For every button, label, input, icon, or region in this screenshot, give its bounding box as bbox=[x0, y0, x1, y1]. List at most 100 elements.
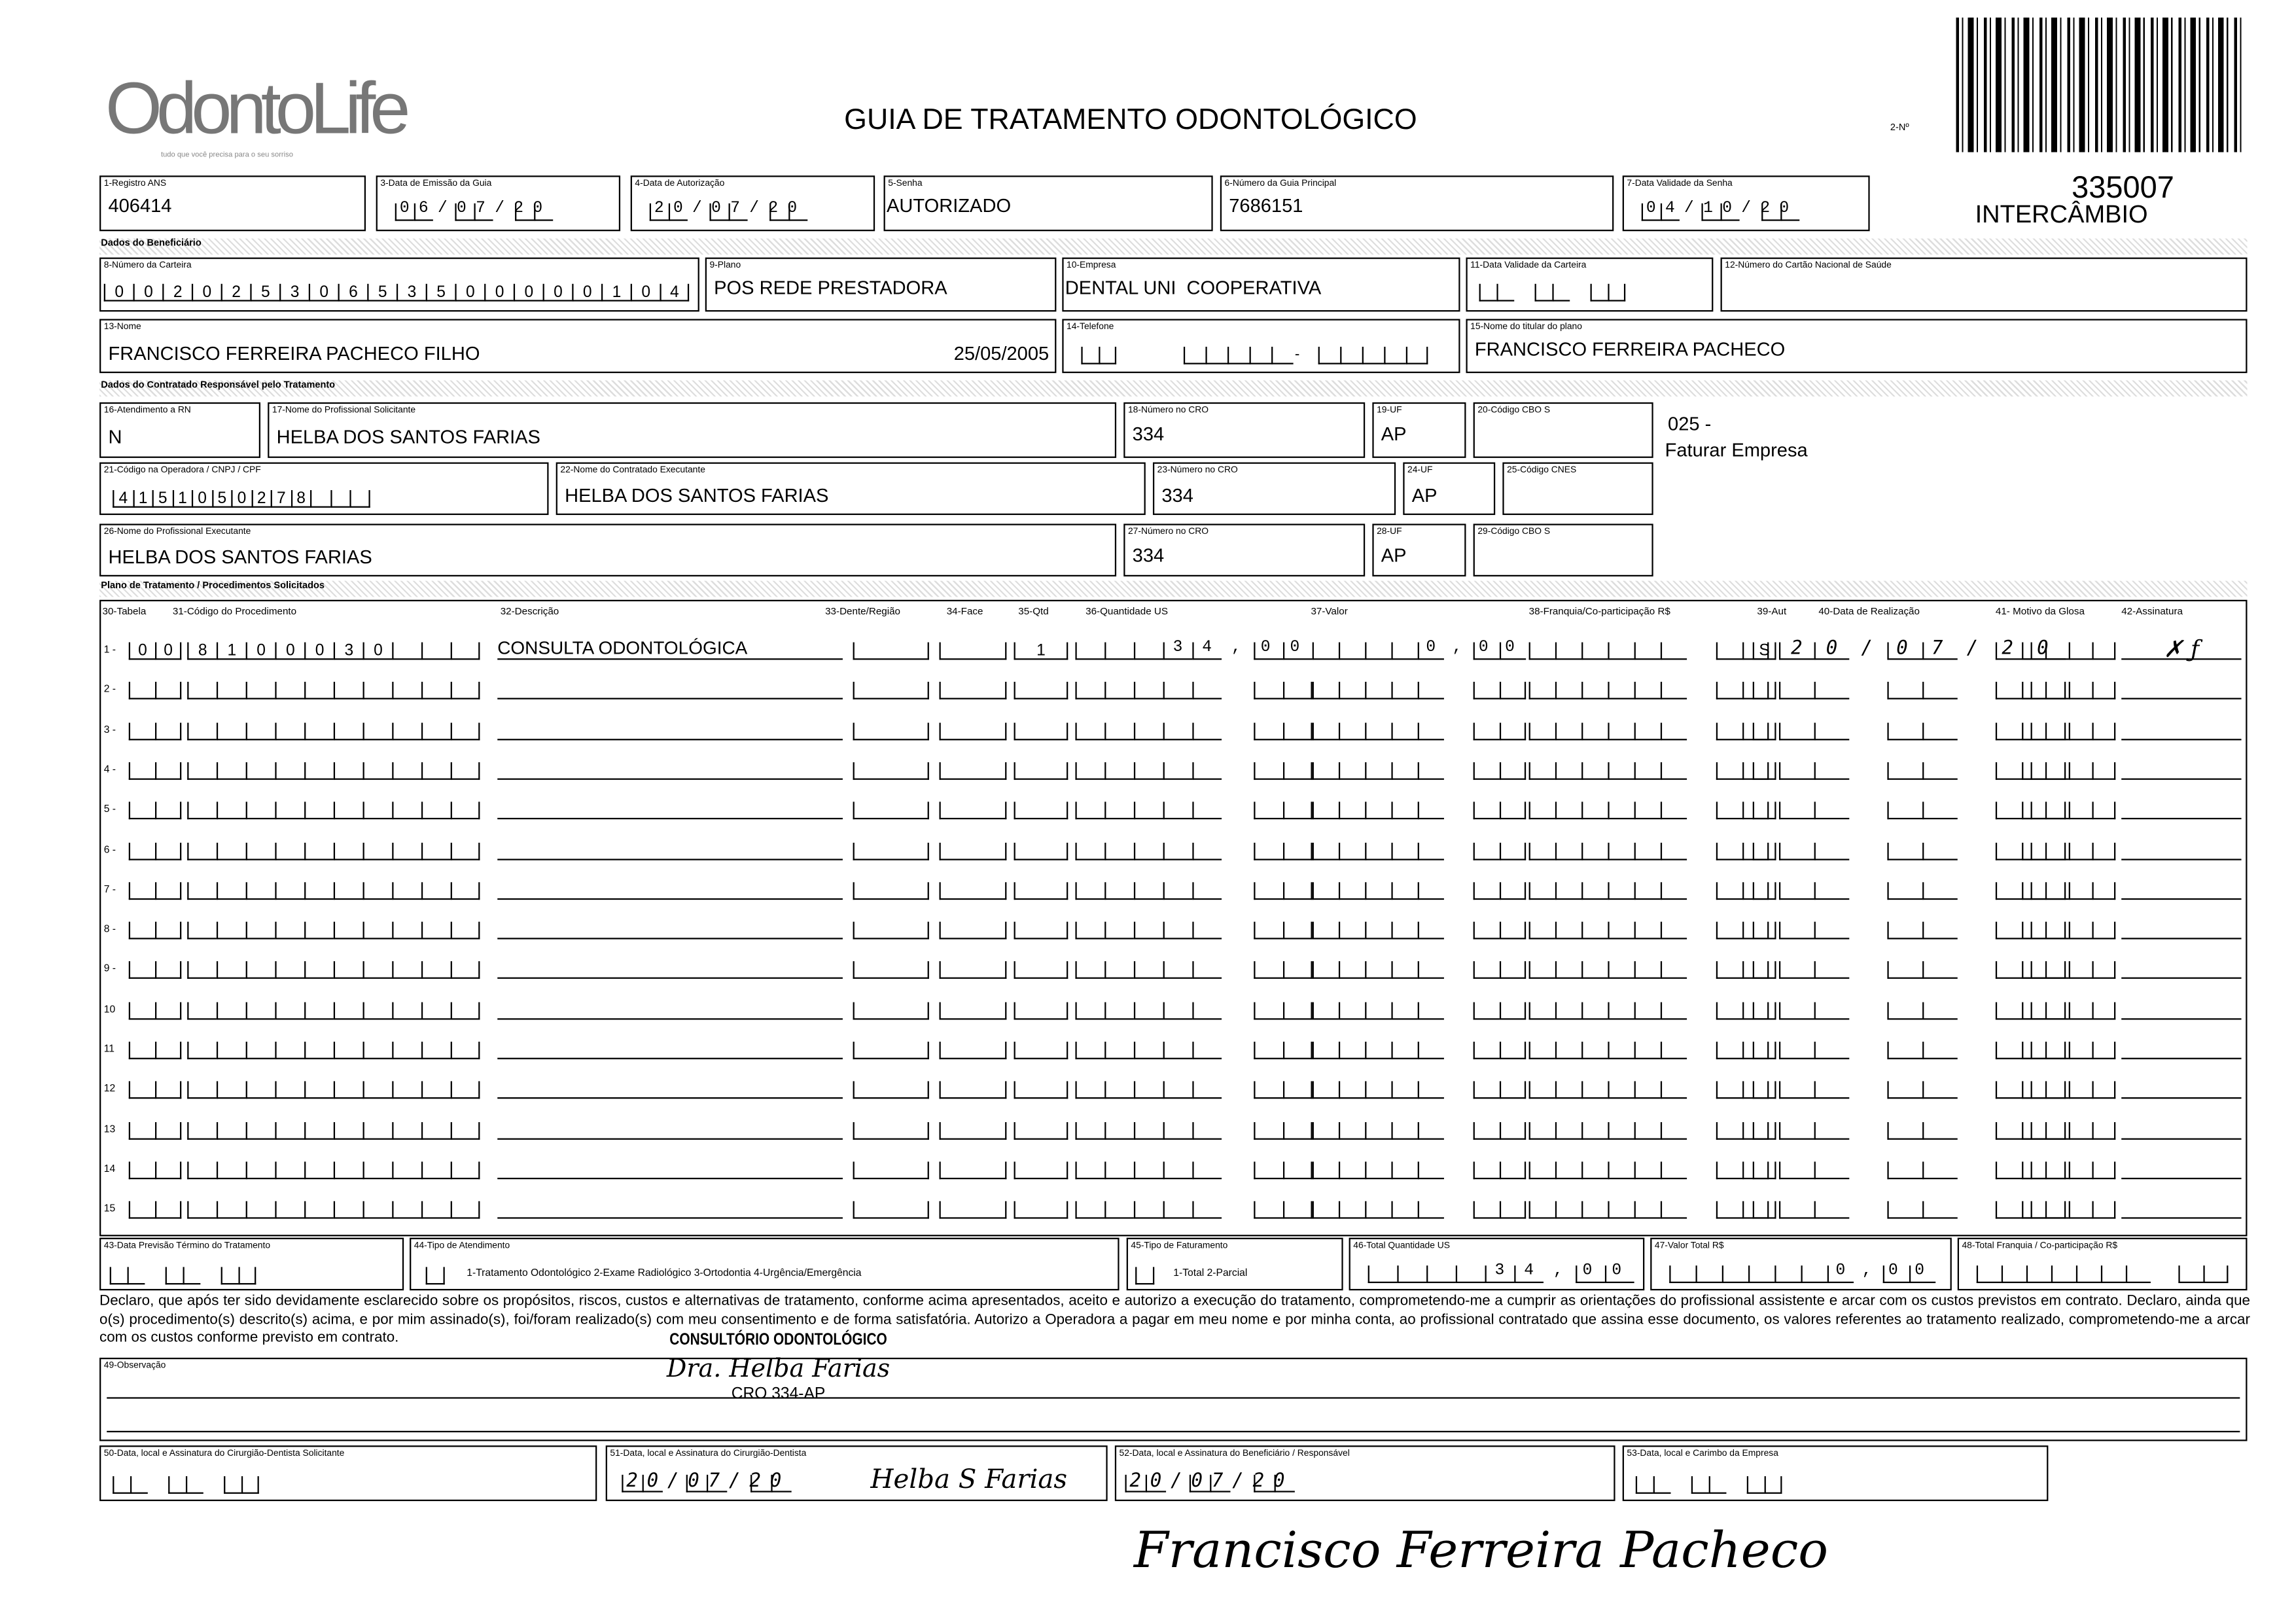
franquia-cells[interactable] bbox=[1528, 679, 1769, 700]
field-plano[interactable]: 9-Plano POS REDE PRESTADORA bbox=[705, 257, 1057, 312]
aut-cells[interactable] bbox=[1752, 679, 1776, 700]
aut-cells[interactable] bbox=[1752, 998, 1776, 1019]
assinatura-field[interactable] bbox=[2121, 1159, 2242, 1179]
descricao-field[interactable] bbox=[497, 1079, 843, 1099]
qtd-us-cells[interactable] bbox=[1075, 1199, 1313, 1220]
aut-cells[interactable] bbox=[1752, 1079, 1776, 1099]
franquia-cells[interactable] bbox=[1528, 839, 1769, 860]
qtd-us-cells[interactable] bbox=[1075, 1079, 1313, 1099]
data-cells[interactable] bbox=[1778, 959, 2066, 980]
descricao-field[interactable]: CONSULTA ODONTOLÓGICA bbox=[497, 639, 843, 660]
qtd-cells[interactable] bbox=[1014, 879, 1068, 900]
descricao-field[interactable] bbox=[497, 759, 843, 780]
dente-cells[interactable] bbox=[853, 759, 929, 780]
motivo-cells[interactable] bbox=[2022, 998, 2116, 1019]
franquia-cells[interactable] bbox=[1528, 1119, 1769, 1139]
dente-cells[interactable] bbox=[853, 1199, 929, 1220]
field-assinatura-solicitante[interactable]: 50-Data, local e Assinatura do Cirurgião… bbox=[99, 1445, 597, 1502]
assinatura-field[interactable] bbox=[2121, 719, 2242, 740]
field-valor-total[interactable]: 47-Valor Total R$ 0,00 bbox=[1650, 1237, 1952, 1291]
assinatura-field[interactable] bbox=[2121, 1079, 2242, 1099]
qtd-cells[interactable] bbox=[1014, 1079, 1068, 1099]
descricao-field[interactable] bbox=[497, 919, 843, 940]
field-data-emissao[interactable]: 3-Data de Emissão da Guia 06/07/20 bbox=[376, 175, 621, 232]
field-contratado-executante[interactable]: 22-Nome do Contratado Executante HELBA D… bbox=[556, 462, 1146, 516]
descricao-field[interactable] bbox=[497, 799, 843, 820]
codigo-cells[interactable] bbox=[187, 1199, 480, 1220]
qtd-cells[interactable] bbox=[1014, 719, 1068, 740]
motivo-cells[interactable] bbox=[2022, 679, 2116, 700]
qtd-us-cells[interactable] bbox=[1075, 998, 1313, 1019]
qtd-cells[interactable] bbox=[1014, 799, 1068, 820]
tabela-cells[interactable] bbox=[128, 879, 182, 900]
qtd-us-cells[interactable]: 34,00 bbox=[1075, 639, 1313, 660]
codigo-cells[interactable] bbox=[187, 719, 480, 740]
dente-cells[interactable] bbox=[853, 1079, 929, 1099]
tabela-cells[interactable] bbox=[128, 799, 182, 820]
valor-cells[interactable] bbox=[1312, 1199, 1526, 1220]
tabela-cells[interactable] bbox=[128, 959, 182, 980]
field-cbo-29[interactable]: 29-Código CBO S bbox=[1473, 523, 1653, 576]
field-atendimento-rn[interactable]: 16-Atendimento a RN N bbox=[99, 402, 261, 458]
qtd-us-cells[interactable] bbox=[1075, 1159, 1313, 1179]
descricao-field[interactable] bbox=[497, 1119, 843, 1139]
field-nome[interactable]: 13-Nome FRANCISCO FERREIRA PACHECO FILHO… bbox=[99, 319, 1057, 374]
valor-cells[interactable] bbox=[1312, 1159, 1526, 1179]
field-carimbo-empresa[interactable]: 53-Data, local e Carimbo da Empresa bbox=[1622, 1445, 2049, 1502]
qtd-cells[interactable] bbox=[1014, 759, 1068, 780]
dente-cells[interactable] bbox=[853, 919, 929, 940]
dente-cells[interactable] bbox=[853, 1119, 929, 1139]
field-validade-senha[interactable]: 7-Data Validade da Senha 04/10/20 bbox=[1622, 175, 1870, 232]
dente-cells[interactable] bbox=[853, 998, 929, 1019]
valor-cells[interactable] bbox=[1312, 759, 1526, 780]
valor-cells[interactable] bbox=[1312, 839, 1526, 860]
face-cells[interactable] bbox=[939, 679, 1007, 700]
motivo-cells[interactable] bbox=[2022, 959, 2116, 980]
valor-cells[interactable] bbox=[1312, 799, 1526, 820]
qtd-us-cells[interactable] bbox=[1075, 839, 1313, 860]
assinatura-field[interactable] bbox=[2121, 759, 2242, 780]
tabela-cells[interactable] bbox=[128, 919, 182, 940]
qtd-cells[interactable] bbox=[1014, 1039, 1068, 1059]
franquia-cells[interactable] bbox=[1528, 1039, 1769, 1059]
dente-cells[interactable] bbox=[853, 1039, 929, 1059]
qtd-cells[interactable] bbox=[1014, 998, 1068, 1019]
tabela-cells[interactable] bbox=[128, 759, 182, 780]
codigo-cells[interactable] bbox=[187, 679, 480, 700]
field-titular[interactable]: 15-Nome do titular do plano FRANCISCO FE… bbox=[1466, 319, 2248, 374]
aut-cells[interactable]: S bbox=[1752, 639, 1776, 660]
field-validade-carteira[interactable]: 11-Data Validade da Carteira bbox=[1466, 257, 1714, 312]
codigo-cells[interactable] bbox=[187, 1079, 480, 1099]
face-cells[interactable] bbox=[939, 1199, 1007, 1220]
valor-cells[interactable] bbox=[1312, 679, 1526, 700]
codigo-cells[interactable] bbox=[187, 919, 480, 940]
codigo-cells[interactable] bbox=[187, 959, 480, 980]
franquia-cells[interactable] bbox=[1528, 719, 1769, 740]
field-cro-27[interactable]: 27-Número no CRO 334 bbox=[1123, 523, 1366, 576]
field-previsao-termino[interactable]: 43-Data Previsão Término do Tratamento bbox=[99, 1237, 404, 1291]
franquia-cells[interactable] bbox=[1528, 759, 1769, 780]
assinatura-field[interactable] bbox=[2121, 679, 2242, 700]
aut-cells[interactable] bbox=[1752, 799, 1776, 820]
field-cro-23[interactable]: 23-Número no CRO 334 bbox=[1152, 462, 1396, 516]
motivo-cells[interactable] bbox=[2022, 719, 2116, 740]
tabela-cells[interactable] bbox=[128, 1119, 182, 1139]
codigo-cells[interactable] bbox=[187, 879, 480, 900]
franquia-cells[interactable] bbox=[1528, 1199, 1769, 1220]
aut-cells[interactable] bbox=[1752, 879, 1776, 900]
field-empresa[interactable]: 10-Empresa DENTAL UNI COOPERATIVA bbox=[1062, 257, 1460, 312]
dente-cells[interactable] bbox=[853, 1159, 929, 1179]
face-cells[interactable] bbox=[939, 1079, 1007, 1099]
qtd-us-cells[interactable] bbox=[1075, 679, 1313, 700]
field-total-us[interactable]: 46-Total Quantidade US 34,00 bbox=[1349, 1237, 1645, 1291]
qtd-us-cells[interactable] bbox=[1075, 799, 1313, 820]
motivo-cells[interactable] bbox=[2022, 759, 2116, 780]
face-cells[interactable] bbox=[939, 839, 1007, 860]
field-registro-ans[interactable]: 1-Registro ANS 406414 bbox=[99, 175, 366, 232]
face-cells[interactable] bbox=[939, 639, 1007, 660]
face-cells[interactable] bbox=[939, 1159, 1007, 1179]
data-cells[interactable] bbox=[1778, 679, 2066, 700]
motivo-cells[interactable] bbox=[2022, 1159, 2116, 1179]
descricao-field[interactable] bbox=[497, 998, 843, 1019]
dente-cells[interactable] bbox=[853, 799, 929, 820]
